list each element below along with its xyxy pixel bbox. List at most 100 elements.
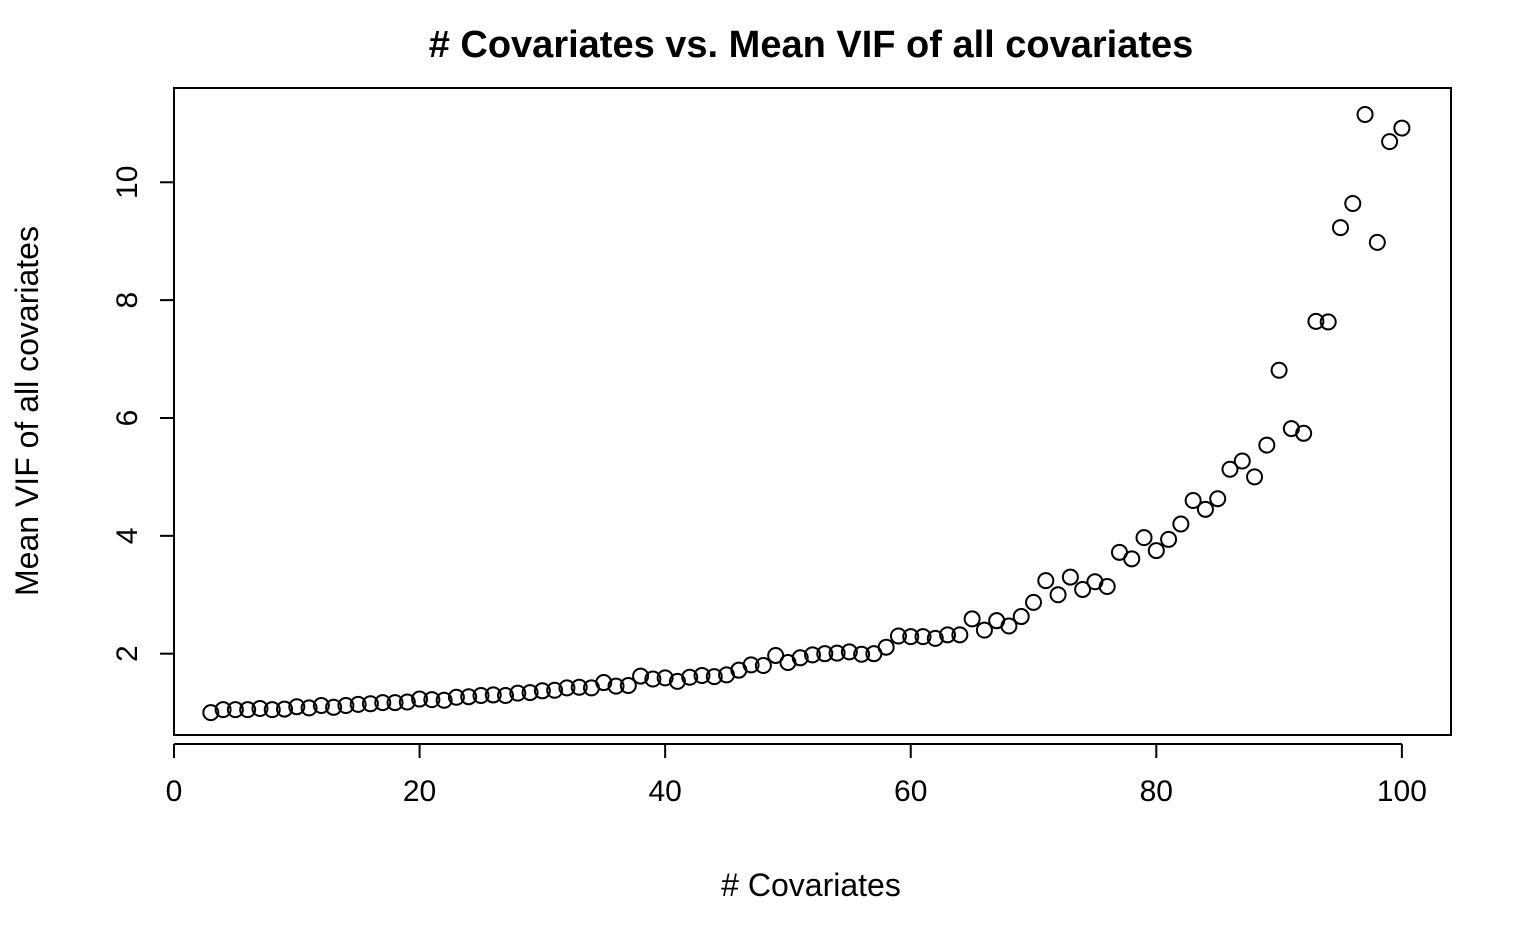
data-point bbox=[632, 667, 650, 685]
x-axis-label: # Covariates bbox=[721, 867, 901, 903]
data-point bbox=[656, 669, 674, 687]
data-point bbox=[595, 674, 613, 692]
data-point bbox=[791, 649, 809, 667]
data-point bbox=[570, 678, 588, 696]
data-point bbox=[337, 697, 355, 715]
data-point bbox=[1025, 593, 1043, 611]
data-point bbox=[239, 701, 257, 719]
data-point bbox=[668, 672, 686, 690]
data-point bbox=[533, 682, 551, 700]
data-point bbox=[951, 626, 969, 644]
data-point bbox=[889, 627, 907, 645]
data-point bbox=[202, 704, 220, 722]
x-tick-label: 100 bbox=[1377, 775, 1427, 808]
data-point bbox=[1307, 312, 1325, 330]
data-point bbox=[1196, 500, 1214, 518]
data-point bbox=[325, 698, 343, 716]
data-point bbox=[435, 691, 453, 709]
data-point bbox=[1000, 617, 1018, 635]
x-tick-label: 60 bbox=[894, 775, 927, 808]
data-point bbox=[853, 645, 871, 663]
data-point bbox=[214, 701, 232, 719]
data-point bbox=[1331, 219, 1349, 237]
y-axis: 2 4 6 8 10 bbox=[111, 166, 174, 662]
data-point bbox=[1233, 452, 1251, 470]
data-point bbox=[975, 621, 993, 639]
data-point bbox=[1319, 313, 1337, 331]
data-point bbox=[1049, 586, 1067, 604]
data-point bbox=[521, 684, 539, 702]
data-point bbox=[226, 701, 244, 719]
data-point bbox=[705, 668, 723, 686]
data-point bbox=[312, 697, 330, 715]
y-tick-label: 6 bbox=[111, 410, 144, 427]
data-point bbox=[1209, 490, 1227, 508]
data-point bbox=[546, 681, 564, 699]
y-axis-label: Mean VIF of all covariates bbox=[9, 226, 45, 596]
data-point bbox=[840, 643, 858, 661]
data-point bbox=[411, 690, 429, 708]
data-point bbox=[619, 677, 637, 695]
data-point bbox=[926, 629, 944, 647]
data-point bbox=[742, 656, 760, 674]
data-point bbox=[300, 699, 318, 717]
data-point bbox=[902, 628, 920, 646]
y-tick-label: 8 bbox=[111, 292, 144, 309]
data-point bbox=[386, 694, 404, 712]
chart-title: # Covariates vs. Mean VIF of all covaria… bbox=[429, 24, 1194, 66]
data-point bbox=[1258, 436, 1276, 454]
data-point bbox=[914, 628, 932, 646]
data-point bbox=[1184, 491, 1202, 509]
data-point bbox=[754, 656, 772, 674]
data-point bbox=[816, 645, 834, 663]
data-point bbox=[349, 695, 367, 713]
data-point bbox=[288, 698, 306, 716]
data-point bbox=[1221, 460, 1239, 478]
data-point bbox=[1147, 542, 1165, 560]
data-point bbox=[1344, 194, 1362, 212]
data-point bbox=[1074, 580, 1092, 598]
data-point bbox=[607, 677, 625, 695]
data-point bbox=[1123, 550, 1141, 568]
data-point bbox=[963, 610, 981, 628]
x-tick-label: 80 bbox=[1140, 775, 1173, 808]
data-point bbox=[681, 668, 699, 686]
data-point bbox=[939, 626, 957, 644]
data-point bbox=[1295, 424, 1313, 442]
data-point bbox=[767, 646, 785, 664]
data-point bbox=[472, 687, 490, 705]
data-point bbox=[693, 666, 711, 684]
data-point bbox=[1356, 106, 1374, 124]
data-point bbox=[1037, 572, 1055, 590]
data-point bbox=[1172, 515, 1190, 533]
data-point bbox=[447, 688, 465, 706]
data-point bbox=[1393, 119, 1411, 137]
data-point bbox=[251, 699, 269, 717]
x-tick-label: 20 bbox=[403, 775, 436, 808]
data-point bbox=[877, 638, 895, 656]
data-point bbox=[1098, 578, 1116, 596]
data-point bbox=[361, 695, 379, 713]
data-point bbox=[1270, 361, 1288, 379]
data-point bbox=[484, 686, 502, 704]
data-point bbox=[1135, 529, 1153, 547]
data-point bbox=[804, 646, 821, 664]
y-tick-label: 2 bbox=[111, 645, 144, 662]
data-point bbox=[497, 687, 515, 705]
y-tick-label: 4 bbox=[111, 527, 144, 544]
x-tick-label: 0 bbox=[166, 775, 183, 808]
y-tick-label: 10 bbox=[111, 166, 144, 199]
plot-frame bbox=[173, 87, 1452, 736]
data-point bbox=[263, 701, 281, 719]
data-point bbox=[1368, 233, 1386, 251]
data-point bbox=[276, 700, 294, 718]
data-point bbox=[644, 670, 662, 688]
data-point bbox=[558, 679, 576, 697]
x-axis: 0 20 40 60 80 100 bbox=[166, 743, 1427, 808]
data-point bbox=[460, 688, 478, 706]
data-point bbox=[1160, 530, 1178, 548]
x-tick-label: 40 bbox=[648, 775, 681, 808]
data-point bbox=[374, 694, 392, 712]
data-point bbox=[1246, 468, 1264, 486]
